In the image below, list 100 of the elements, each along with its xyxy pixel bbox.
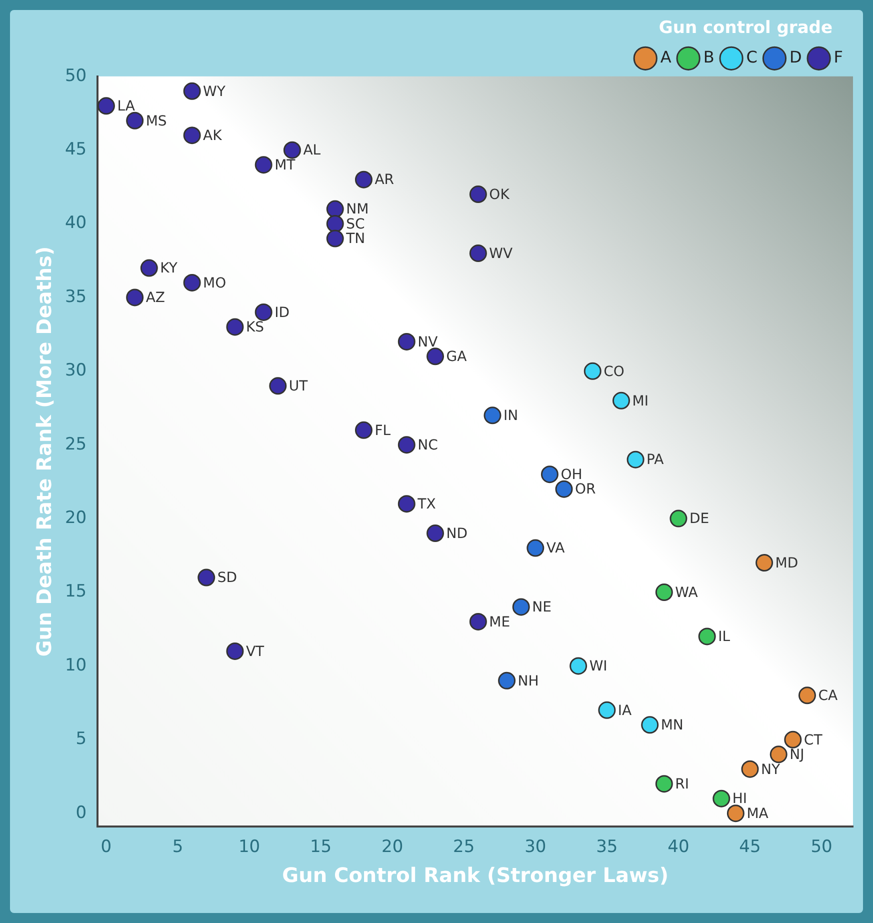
data-label: AK (203, 128, 223, 144)
data-label: NY (760, 762, 780, 778)
data-label: VA (546, 540, 566, 557)
point (612, 392, 630, 410)
point (226, 642, 244, 660)
data-label: AR (374, 172, 394, 188)
data-label: NH (518, 673, 539, 690)
y-tick-label: 10 (64, 655, 87, 676)
y-tick-label: 5 (76, 729, 87, 750)
data-label: OR (575, 482, 596, 498)
x-tick-label: 30 (524, 837, 546, 858)
data-label: MA (746, 806, 769, 822)
data-label: OH (560, 466, 582, 483)
data-label: CO (604, 364, 624, 380)
y-tick-label: 50 (64, 66, 87, 86)
point (254, 156, 272, 174)
x-axis-title: Gun Control Rank (Stronger Laws) (282, 863, 668, 888)
data-label: IL (718, 629, 730, 646)
point (326, 200, 344, 218)
point (526, 539, 544, 557)
y-tick-label: 15 (64, 582, 87, 602)
data-label: NJ (790, 747, 804, 764)
point (741, 760, 759, 778)
point (726, 804, 744, 822)
data-label: CT (804, 732, 823, 748)
point (198, 568, 216, 586)
data-label: AL (303, 142, 321, 159)
legend-label: A (660, 48, 672, 67)
data-label: MS (146, 113, 167, 130)
data-label: VT (246, 644, 265, 660)
point (283, 141, 301, 159)
point (469, 612, 487, 630)
data-label: KS (246, 320, 264, 336)
x-tick-label: 50 (810, 837, 832, 858)
y-tick-label: 35 (64, 286, 87, 307)
data-label: ND (446, 526, 468, 542)
data-label: AZ (146, 290, 165, 306)
point (183, 274, 201, 292)
data-label: TX (416, 496, 436, 512)
data-label: IA (618, 702, 632, 719)
point (655, 584, 673, 602)
point (540, 466, 558, 484)
x-tick-label: 0 (100, 837, 112, 858)
legend-title: Gun control grade (658, 18, 832, 38)
legend-label: B (703, 48, 714, 67)
point (398, 436, 416, 454)
data-label: MO (203, 275, 226, 292)
data-label: WA (675, 584, 698, 601)
point (326, 230, 344, 248)
data-label: WY (203, 84, 226, 100)
legend-label: C (746, 48, 758, 67)
y-tick-label: 25 (64, 434, 87, 454)
data-label: SC (346, 216, 365, 232)
x-tick-label: 45 (739, 837, 761, 858)
legend-label: D (789, 48, 802, 67)
point (183, 82, 201, 100)
point (269, 377, 287, 395)
data-label: ID (274, 304, 290, 321)
point (670, 510, 688, 528)
data-label: NV (418, 334, 438, 350)
point (626, 450, 644, 468)
y-tick-label: 0 (76, 802, 87, 823)
point (570, 657, 588, 675)
data-label: PA (646, 452, 664, 468)
x-tick-label: 35 (596, 837, 618, 858)
data-label: ME (489, 614, 510, 630)
data-label: OK (489, 186, 510, 203)
point (354, 170, 372, 188)
point (426, 524, 444, 542)
point (698, 628, 716, 646)
point (426, 348, 444, 366)
y-axis-title: Gun Death Rate Rank (More Deaths) (32, 246, 56, 657)
point (712, 790, 730, 808)
point (326, 215, 344, 233)
data-label: NC (418, 438, 438, 454)
data-label: UT (288, 378, 308, 395)
point (770, 746, 788, 764)
point (498, 672, 516, 690)
y-tick-label: 30 (64, 360, 87, 381)
data-label: MN (660, 718, 684, 734)
data-label: CA (818, 688, 838, 704)
data-label: LA (117, 98, 136, 115)
x-tick-label: 40 (668, 837, 690, 858)
data-label: WV (489, 246, 514, 262)
point (584, 362, 602, 380)
point (254, 303, 272, 321)
point (126, 112, 144, 130)
point (784, 730, 802, 748)
data-label: MD (775, 555, 798, 572)
y-tick-label: 40 (64, 213, 87, 234)
x-tick-label: 20 (382, 837, 404, 858)
x-tick-label: 25 (453, 837, 475, 858)
point (598, 701, 616, 719)
point (98, 97, 115, 115)
data-label: DE (689, 511, 710, 528)
point (469, 244, 487, 262)
point (756, 554, 774, 572)
point (512, 598, 530, 616)
x-tick-label: 5 (172, 837, 184, 858)
data-label: MI (632, 393, 648, 410)
